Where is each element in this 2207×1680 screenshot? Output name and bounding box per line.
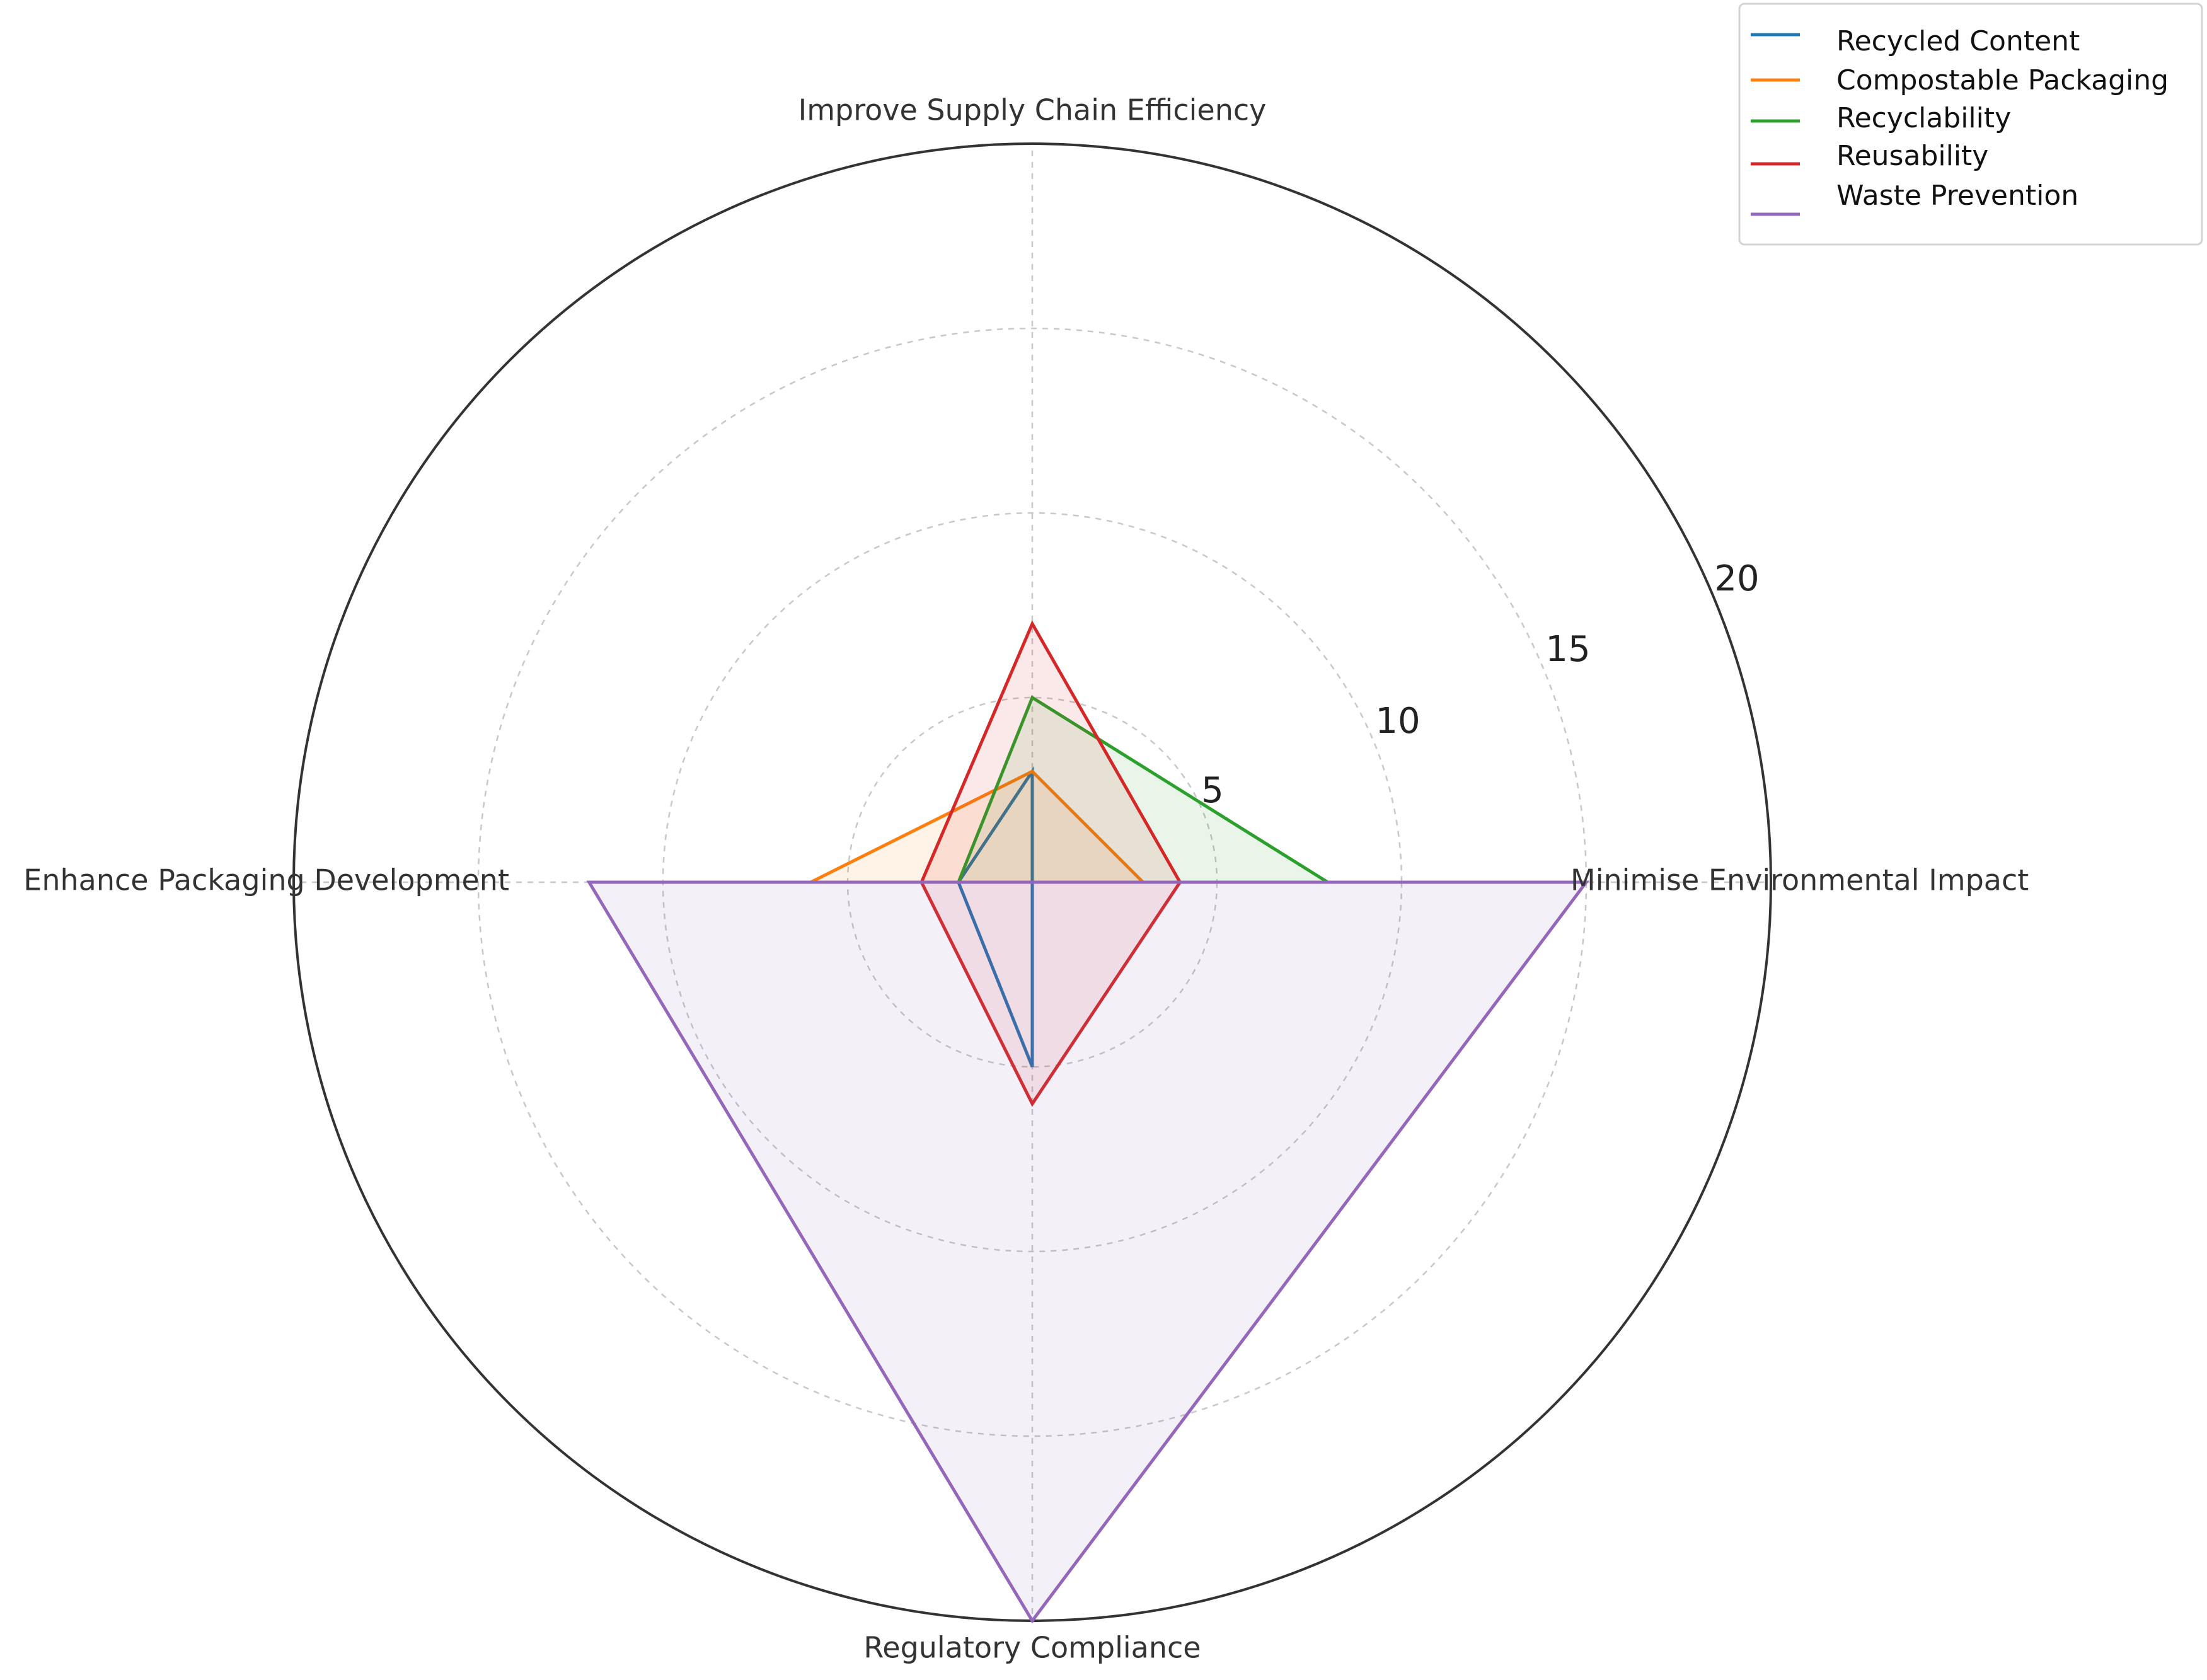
legend: Recycled Content Compostable Packaging R… (1738, 3, 2203, 246)
radial-tick-labels: 5 10 15 20 (1201, 558, 1759, 811)
legend-entry: Waste Prevention (1751, 180, 2078, 216)
axis-label-improve-supply-chain-efficiency: Improve Supply Chain Efficiency (798, 93, 1267, 127)
series-area-waste-prevention (589, 882, 1586, 1621)
series-layer (586, 620, 1589, 1624)
radial-tick-label: 15 (1545, 629, 1590, 670)
series-area-compostable-packaging (810, 771, 1143, 882)
legend-entry: Recycled Content (1751, 25, 2080, 57)
legend-label: Recycled Content (1836, 25, 2080, 57)
legend-entry: Reusability (1751, 140, 1988, 172)
radial-tick-label: 20 (1714, 558, 1759, 599)
axis-label-minimise-environmental-impact: Minimise Environmental Impact (1570, 863, 2029, 897)
axis-label-enhance-packaging-development: Enhance Packaging Development (23, 863, 509, 897)
legend-label: Reusability (1836, 140, 1988, 172)
legend-entry: Compostable Packaging (1751, 64, 2169, 96)
legend-label: Waste Prevention (1836, 180, 2078, 212)
series-area-recyclability (958, 698, 1328, 882)
series-line-waste-prevention (586, 880, 1589, 1624)
legend-entry: Recyclability (1751, 102, 2011, 134)
legend-label: Recyclability (1836, 102, 2011, 134)
radial-tick-label: 10 (1375, 701, 1420, 742)
radial-tick-label: 5 (1201, 770, 1224, 811)
axis-label-regulatory-compliance: Regulatory Compliance (863, 1631, 1201, 1665)
series-area-reusability (921, 623, 1180, 1104)
legend-label: Compostable Packaging (1836, 64, 2169, 96)
legend-box (1738, 3, 2203, 246)
